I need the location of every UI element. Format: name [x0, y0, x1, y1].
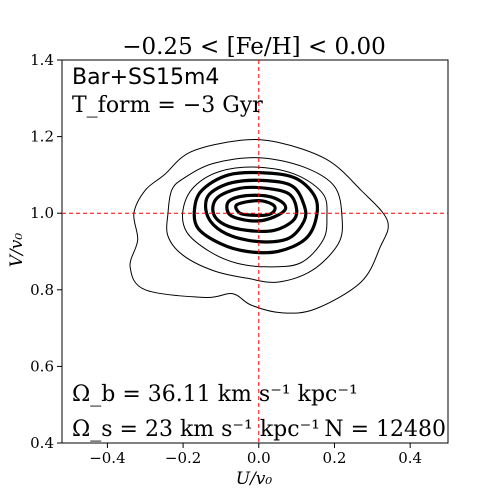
x-tick-label: −0.4 [89, 449, 125, 467]
star-count-label: N = 12480 [324, 417, 446, 442]
y-tick-label: 1.2 [30, 128, 54, 146]
x-tick-label: 0.4 [398, 449, 422, 467]
x-axis-ticks: −0.4 −0.2 0.0 0.2 0.4 [89, 443, 422, 467]
x-tick-label: −0.2 [165, 449, 201, 467]
contour-level-8 [236, 201, 275, 216]
bar-pattern-speed-label: Ω_b = 36.11 km s⁻¹ kpc⁻¹ [72, 382, 358, 407]
y-axis-label: V/v₀ [7, 233, 27, 268]
y-axis-ticks: 0.4 0.6 0.8 1.0 1.2 1.4 [30, 51, 62, 452]
y-tick-label: 0.4 [30, 434, 54, 452]
y-tick-label: 0.8 [30, 281, 54, 299]
spiral-pattern-speed-label: Ω_s = 23 km s⁻¹ kpc⁻¹ [72, 417, 320, 442]
y-tick-label: 1.4 [30, 51, 54, 69]
x-axis-label: U/v₀ [236, 469, 273, 489]
x-tick-label: 0.2 [323, 449, 347, 467]
chart-title: −0.25 < [Fe/H] < 0.00 [122, 34, 386, 60]
y-tick-label: 1.0 [30, 204, 54, 222]
formation-time-label: T_form = −3 Gyr [72, 93, 263, 118]
y-tick-label: 0.6 [30, 357, 54, 375]
model-label: Bar+SS15m4 [72, 65, 219, 90]
x-tick-label: 0.0 [247, 449, 271, 467]
